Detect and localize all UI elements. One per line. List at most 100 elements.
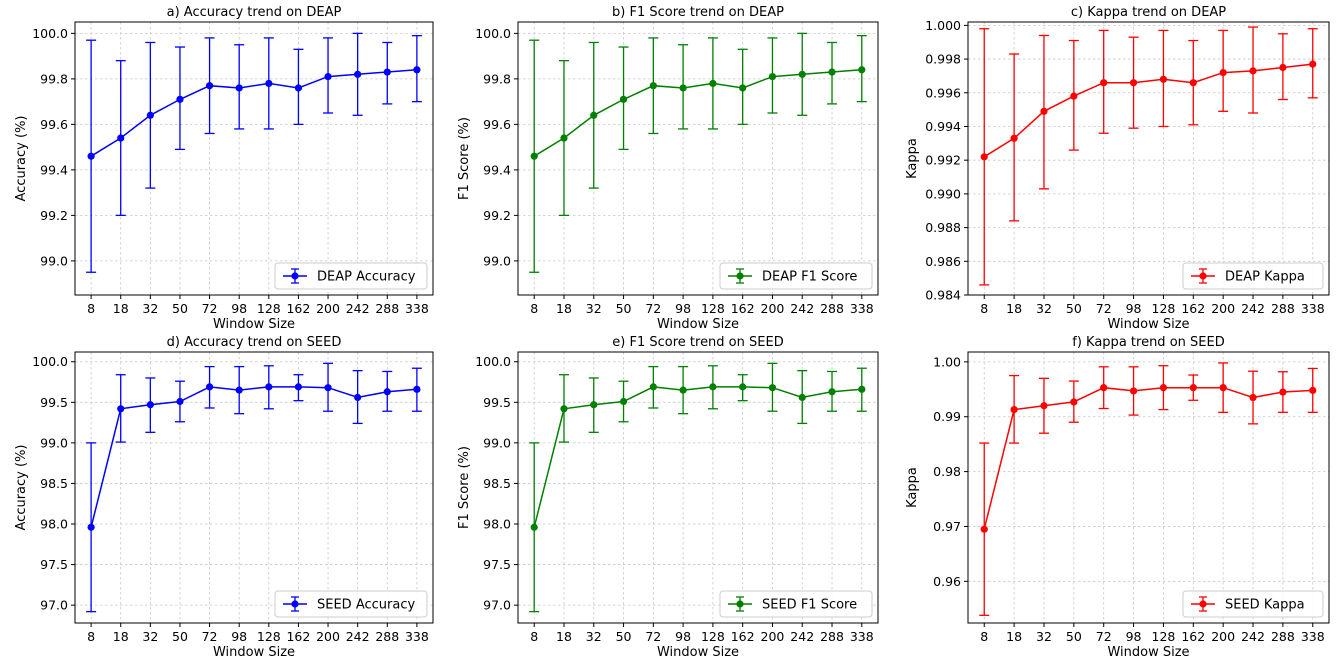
y-tick-label: 99.0 xyxy=(40,253,68,268)
y-axis-label: Kappa xyxy=(905,138,920,179)
x-tick-label: 98 xyxy=(1126,301,1142,316)
x-tick-label: 18 xyxy=(113,301,129,316)
y-tick-label: 0.984 xyxy=(925,288,961,303)
plot-frame xyxy=(517,351,879,624)
data-point xyxy=(1309,60,1317,68)
data-point xyxy=(1100,79,1108,87)
y-tick-label: 99.2 xyxy=(483,208,511,223)
chart-panel-2: 8 18 32 50 72 98 128 162 200 242 288 338 0.984 0.986 0… xyxy=(905,5,1330,332)
y-axis-label: F1 Score (%) xyxy=(457,117,472,200)
data-point xyxy=(1129,79,1138,87)
data-point xyxy=(294,383,303,391)
x-tick-label: 162 xyxy=(731,301,755,316)
y-tick-label: 97.0 xyxy=(483,598,511,613)
data-point xyxy=(1070,92,1078,100)
y-tick-label: 99.0 xyxy=(40,435,68,450)
y-tick-label: 100.0 xyxy=(32,26,68,41)
x-tick-label: 32 xyxy=(142,629,158,644)
x-tick-label: 98 xyxy=(1126,629,1142,644)
data-point xyxy=(980,525,988,533)
data-point xyxy=(413,66,421,74)
x-tick-label: 338 xyxy=(1301,301,1325,316)
y-tick-label: 0.992 xyxy=(925,153,961,168)
x-tick-label: 98 xyxy=(675,301,691,316)
data-point xyxy=(1309,386,1317,395)
x-tick-label: 128 xyxy=(257,629,281,644)
x-tick-label: 32 xyxy=(142,301,158,316)
data-point xyxy=(1010,406,1018,414)
y-tick-label: 100.0 xyxy=(475,26,511,41)
legend: SEED Accuracy xyxy=(274,590,428,618)
series-line xyxy=(90,69,417,157)
data-point xyxy=(146,111,154,119)
data-point xyxy=(560,134,568,142)
y-tick-label: 100.0 xyxy=(475,354,511,369)
y-tick-label: 1.000 xyxy=(925,18,961,33)
data-point xyxy=(739,84,747,92)
x-tick-label: 338 xyxy=(405,301,429,316)
y-tick-label: 99.0 xyxy=(483,253,511,268)
plot-frame xyxy=(74,21,434,296)
x-tick-label: 32 xyxy=(586,301,602,316)
data-point xyxy=(530,523,538,531)
x-tick-label: 8 xyxy=(87,629,95,644)
x-tick-label: 200 xyxy=(761,629,785,644)
y-tick-label: 99.5 xyxy=(40,395,68,410)
legend: DEAP F1 Score xyxy=(719,262,873,290)
data-point xyxy=(1040,107,1048,115)
x-tick-label: 288 xyxy=(375,629,399,644)
x-tick-label: 8 xyxy=(530,629,538,644)
x-tick-label: 338 xyxy=(850,629,874,644)
x-tick-label: 242 xyxy=(1241,301,1265,316)
y-tick-label: 99.0 xyxy=(483,435,511,450)
x-tick-label: 288 xyxy=(375,301,399,316)
y-tick-label: 0.998 xyxy=(925,52,961,67)
x-tick-label: 18 xyxy=(1006,629,1022,644)
data-point xyxy=(1129,387,1138,395)
data-point xyxy=(413,385,421,393)
y-tick-label: 97.5 xyxy=(483,557,511,572)
data-point xyxy=(1279,63,1287,72)
data-point xyxy=(324,384,332,392)
x-tick-label: 242 xyxy=(790,629,814,644)
data-point xyxy=(205,82,214,90)
data-point xyxy=(1159,384,1168,392)
y-tick-label: 99.4 xyxy=(483,162,511,177)
x-tick-label: 162 xyxy=(731,629,755,644)
x-tick-label: 128 xyxy=(257,301,281,316)
x-tick-label: 72 xyxy=(202,629,218,644)
y-tick-label: 0.986 xyxy=(925,254,961,269)
y-tick-label: 99.4 xyxy=(40,162,68,177)
legend-label: DEAP Kappa xyxy=(1225,270,1305,285)
series-line xyxy=(983,63,1313,158)
legend-label: DEAP F1 Score xyxy=(762,270,857,285)
x-tick-label: 8 xyxy=(530,301,538,316)
x-tick-label: 242 xyxy=(346,629,370,644)
x-axis-label: Window Size xyxy=(657,317,739,332)
data-point xyxy=(649,383,657,391)
y-tick-label: 99.6 xyxy=(483,117,511,132)
x-tick-label: 98 xyxy=(231,301,247,316)
legend: SEED Kappa xyxy=(1182,590,1324,618)
data-point xyxy=(828,68,836,76)
y-tick-label: 0.96 xyxy=(933,574,961,589)
data-point xyxy=(858,385,866,393)
legend-box xyxy=(274,262,428,290)
data-point xyxy=(265,79,273,88)
data-point xyxy=(709,383,717,391)
x-tick-label: 50 xyxy=(172,629,188,644)
x-tick-label: 288 xyxy=(820,301,844,316)
data-point xyxy=(1219,68,1227,77)
x-tick-label: 128 xyxy=(1152,301,1176,316)
y-tick-label: 97.5 xyxy=(40,557,68,572)
chart-title: a) Accuracy trend on DEAP xyxy=(167,5,342,20)
x-tick-label: 162 xyxy=(1181,301,1205,316)
x-axis-label: Window Size xyxy=(213,645,295,660)
x-tick-label: 72 xyxy=(645,629,661,644)
x-tick-label: 162 xyxy=(1181,629,1205,644)
data-point xyxy=(768,384,777,392)
legend-box xyxy=(1182,262,1324,290)
y-tick-label: 0.996 xyxy=(925,85,961,100)
legend-box xyxy=(719,590,873,618)
data-point xyxy=(1219,384,1227,392)
